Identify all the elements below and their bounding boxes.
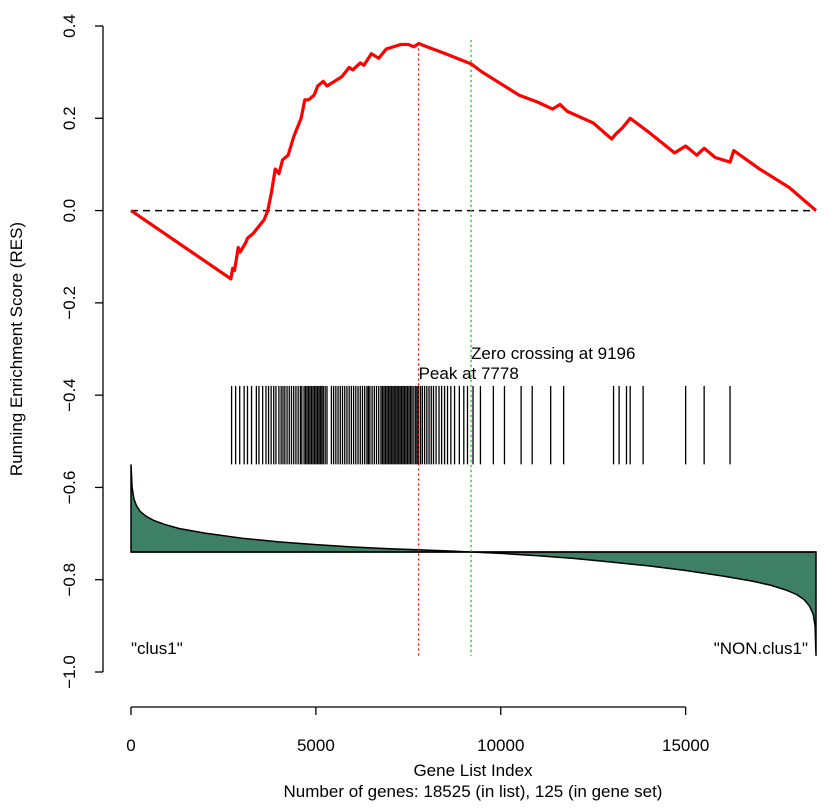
y-axis-ticks: −1.0 −0.8 −0.6 −0.4 −0.2 0.0 0.2 0.4 [60,14,103,689]
y-tick-label: 0.4 [60,14,79,38]
x-tick-label: 0 [126,736,135,755]
ranked-metric-area [130,464,817,656]
y-tick-label: 0.2 [60,106,79,130]
x-tick-label: 5000 [297,736,335,755]
y-tick-label: −0.2 [60,286,79,320]
left-phenotype-label: "clus1" [131,639,183,658]
y-tick-label: −1.0 [60,655,79,689]
y-axis-title: Running Enrichment Score (RES) [7,222,26,476]
x-axis-ticks: 0 5000 10000 15000 [126,707,709,755]
y-tick-label: −0.8 [60,563,79,597]
right-phenotype-label: "NON.clus1" [714,639,808,658]
chart-subtitle: Number of genes: 18525 (in list), 125 (i… [284,782,663,801]
x-axis-title: Gene List Index [413,761,533,780]
y-tick-label: −0.4 [60,378,79,412]
peak-label: Peak at 7778 [419,364,519,383]
x-tick-label: 15000 [662,736,709,755]
gene-set-hits [230,385,731,465]
zero-crossing-label: Zero crossing at 9196 [471,344,635,363]
running-enrichment-score-line [130,41,818,281]
y-tick-label: −0.6 [60,471,79,505]
plot-area [130,39,818,656]
y-tick-label: 0.0 [60,199,79,223]
x-tick-label: 10000 [477,736,524,755]
